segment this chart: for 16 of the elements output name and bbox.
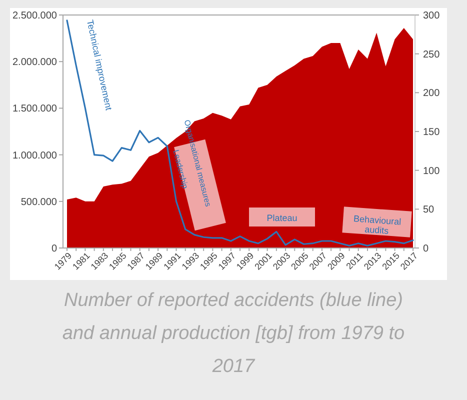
- y2-tick-label: 250: [423, 49, 440, 60]
- y-tick-label: 0: [51, 244, 58, 254]
- annotation: Behavioural audits: [353, 214, 402, 236]
- text: Number of reported accidents (blue line) and annual production [tgb] from 1979 to 2017: [62, 290, 405, 377]
- y-tick-label: 1.500.000: [12, 104, 58, 115]
- y-tick-label: 500.000: [20, 196, 58, 208]
- y-tick-label: 2.500.000: [12, 10, 58, 22]
- y2-tick-label: 300: [423, 10, 440, 22]
- y2-tick-label: 200: [423, 88, 440, 100]
- y-tick-label: 1.000.000: [12, 150, 58, 162]
- y-tick-label: 2.000.000: [12, 57, 58, 68]
- y2-tick-label: 100: [423, 166, 440, 177]
- y2-tick-label: 50: [423, 204, 435, 216]
- annotation: Plateau: [266, 213, 298, 224]
- y2-tick-label: 150: [423, 127, 440, 138]
- y2-tick-label: 0: [423, 244, 429, 254]
